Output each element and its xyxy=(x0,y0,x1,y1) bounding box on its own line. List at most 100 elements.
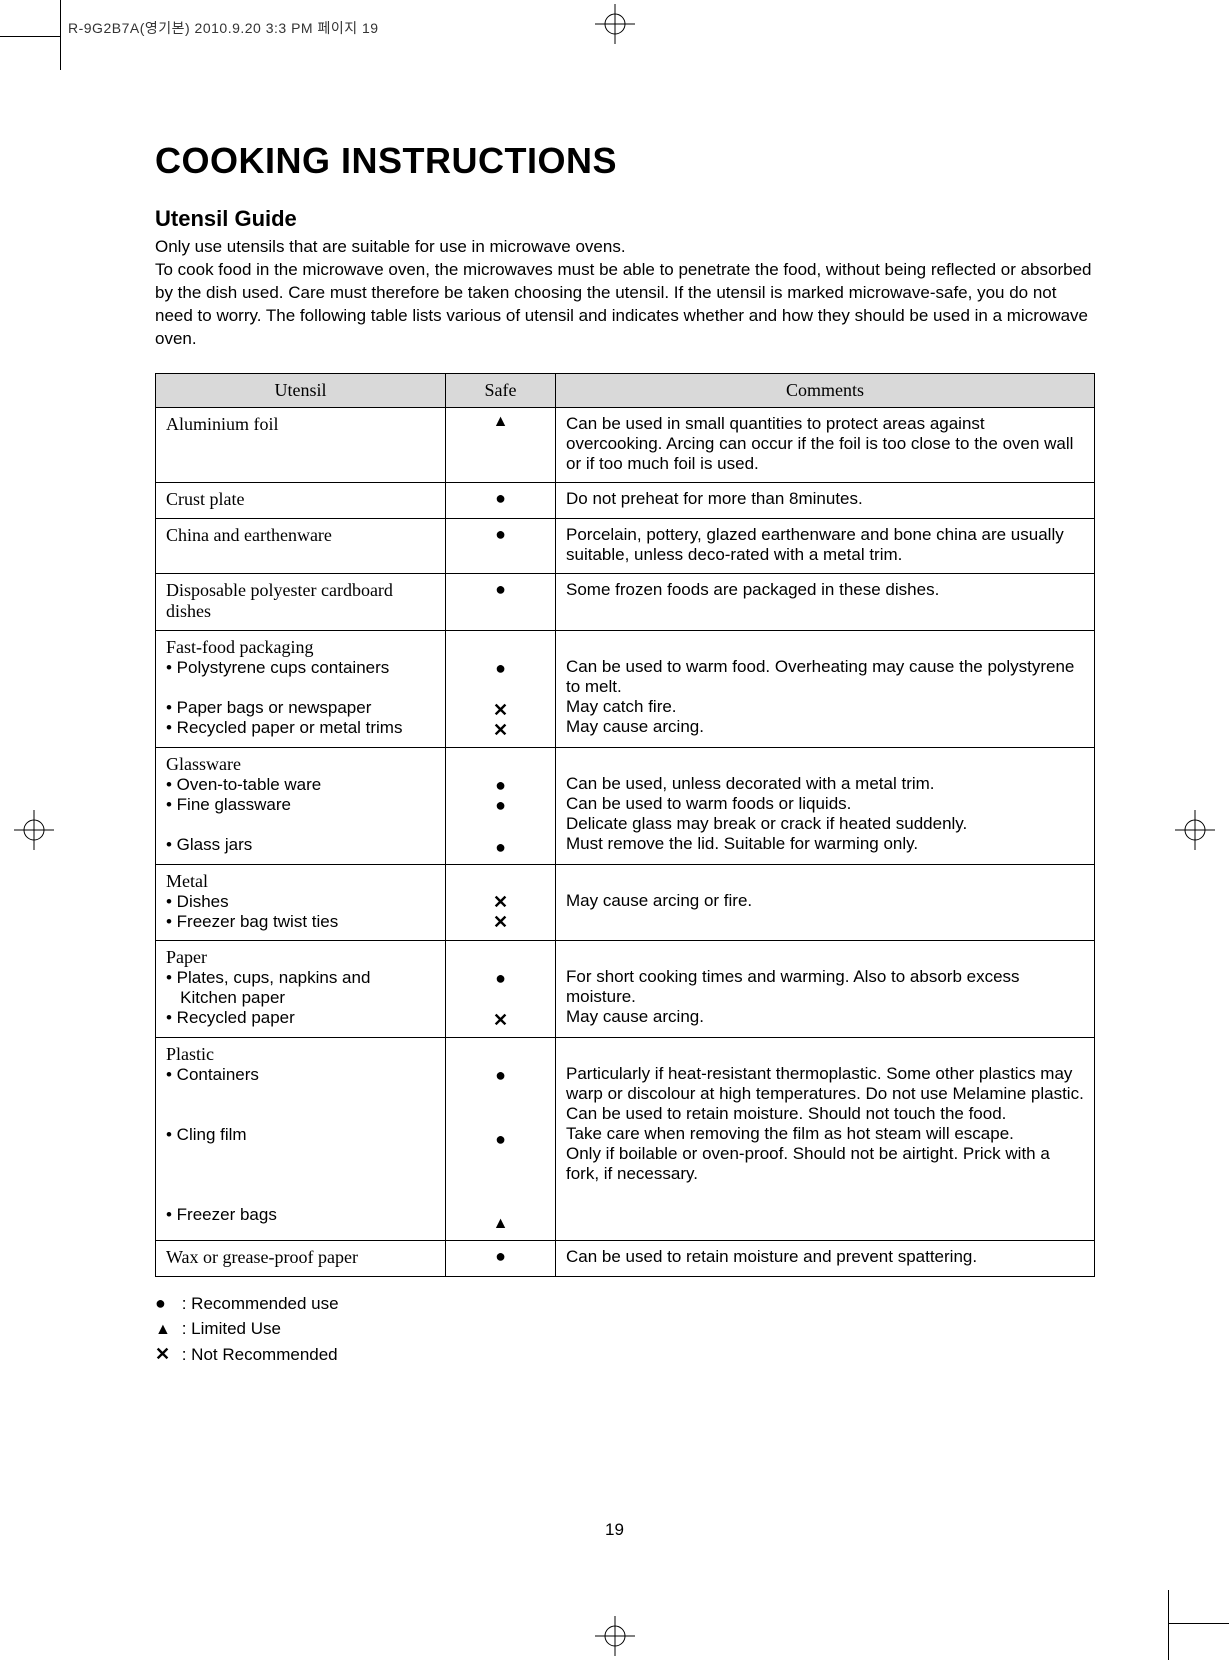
comment-line: For short cooking times and warming. Als… xyxy=(566,967,1084,1007)
comment-line: Take care when removing the film as hot … xyxy=(566,1124,1084,1144)
comment-line: May cause arcing. xyxy=(566,1007,1084,1027)
utensil-sub xyxy=(166,815,435,835)
page-number: 19 xyxy=(605,1520,624,1540)
circle-icon: ● xyxy=(495,1130,506,1148)
circle-icon: ● xyxy=(495,525,506,543)
utensil-sub: • Recycled paper xyxy=(166,1008,435,1028)
table-row: Paper• Plates, cups, napkins and Kitchen… xyxy=(156,940,1095,1037)
col-header-utensil: Utensil xyxy=(156,373,446,407)
utensil-head: Paper xyxy=(166,947,435,968)
safe-symbols: ▲ xyxy=(456,414,545,430)
utensil-sub: • Glass jars xyxy=(166,835,435,855)
comments: Porcelain, pottery, glazed earthenware a… xyxy=(566,525,1084,565)
registration-mark-icon xyxy=(1175,810,1215,850)
comments: May cause arcing or fire. xyxy=(566,871,1084,931)
table-row: Disposable polyester cardboard dishes●So… xyxy=(156,573,1095,630)
utensil-head: Aluminium foil xyxy=(166,414,435,435)
comment-line: Can be used to warm food. Overheating ma… xyxy=(566,657,1084,697)
registration-mark-icon xyxy=(595,1616,635,1656)
circle-icon: ● xyxy=(495,838,506,856)
triangle-icon: ▲ xyxy=(493,1216,509,1232)
utensil-sub: • Freezer bag twist ties xyxy=(166,912,435,932)
registration-mark-icon xyxy=(595,4,635,44)
utensil-sub xyxy=(166,1145,435,1165)
table-row: Crust plate●Do not preheat for more than… xyxy=(156,482,1095,518)
page-title: COOKING INSTRUCTIONS xyxy=(155,140,1095,182)
intro-paragraph: Only use utensils that are suitable for … xyxy=(155,236,1095,351)
utensil-sub: • Oven-to-table ware xyxy=(166,775,435,795)
comment-line: Can be used to warm foods or liquids. xyxy=(566,794,1084,814)
comments: Can be used in small quantities to prote… xyxy=(566,414,1084,474)
comment-line xyxy=(566,1044,1084,1064)
utensil-head: Disposable polyester cardboard dishes xyxy=(166,580,435,622)
utensil-head: Wax or grease-proof paper xyxy=(166,1247,435,1268)
comments: For short cooking times and warming. Als… xyxy=(566,947,1084,1027)
table-row: China and earthenware●Porcelain, pottery… xyxy=(156,518,1095,573)
comment-line: Porcelain, pottery, glazed earthenware a… xyxy=(566,525,1084,565)
comment-line xyxy=(566,754,1084,774)
utensil-sub: • Paper bags or newspaper xyxy=(166,698,435,718)
table-row: Wax or grease-proof paper ● Can be used to… xyxy=(156,1240,1095,1276)
triangle-icon: ▲ xyxy=(493,414,509,430)
utensil-head: Fast-food packaging xyxy=(166,637,435,658)
legend: ● : Recommended use ▲ : Limited Use ✕ : … xyxy=(155,1291,1095,1368)
x-icon: ✕ xyxy=(493,1011,508,1029)
table-header-row: Utensil Safe Comments xyxy=(156,373,1095,407)
comment-line: Some frozen foods are packaged in these … xyxy=(566,580,1084,600)
utensil-head: Plastic xyxy=(166,1044,435,1065)
comments: Can be used to retain moisture and preve… xyxy=(566,1247,1084,1267)
safe-symbols: ●● ● xyxy=(456,754,545,856)
circle-icon: ● xyxy=(155,1294,177,1312)
comment-line: May cause arcing. xyxy=(566,717,1084,737)
legend-recommended: ● : Recommended use xyxy=(155,1291,1095,1317)
comment-line xyxy=(566,911,1084,931)
crop-mark xyxy=(0,36,60,37)
utensil-sub xyxy=(166,1165,435,1185)
circle-icon: ● xyxy=(495,776,506,794)
comment-line xyxy=(566,637,1084,657)
comments: Can be used, unless decorated with a met… xyxy=(566,754,1084,854)
x-icon: ✕ xyxy=(493,913,508,931)
x-icon: ✕ xyxy=(493,701,508,719)
comment-line xyxy=(566,871,1084,891)
utensil-sub: • Polystyrene cups containers xyxy=(166,658,435,678)
utensil-head: Metal xyxy=(166,871,435,892)
intro-line: To cook food in the microwave oven, the … xyxy=(155,260,1092,348)
comment-line xyxy=(566,947,1084,967)
comment-line: Delicate glass may break or crack if hea… xyxy=(566,814,1084,834)
col-header-safe: Safe xyxy=(446,373,556,407)
utensil-sub xyxy=(166,678,435,698)
safe-symbols: ● xyxy=(456,1247,545,1265)
comment-line: Particularly if heat-resistant thermopla… xyxy=(566,1064,1084,1104)
utensil-sub: • Dishes xyxy=(166,892,435,912)
table-row: Plastic• Containers • Cling film • Freez… xyxy=(156,1037,1095,1240)
table-row: Fast-food packaging• Polystyrene cups co… xyxy=(156,630,1095,747)
section-title: Utensil Guide xyxy=(155,206,1095,232)
utensil-sub: • Cling film xyxy=(166,1125,435,1145)
x-icon: ✕ xyxy=(155,1345,177,1363)
crop-mark xyxy=(60,0,61,70)
utensil-sub xyxy=(166,1085,435,1105)
table-row: Metal• Dishes• Freezer bag twist ties ✕ ✕… xyxy=(156,864,1095,940)
utensil-table: Utensil Safe Comments Aluminium foil ▲ Can… xyxy=(155,373,1095,1277)
utensil-sub: Kitchen paper xyxy=(166,988,435,1008)
circle-icon: ● xyxy=(495,659,506,677)
crop-mark xyxy=(1168,1590,1169,1660)
circle-icon: ● xyxy=(495,969,506,987)
utensil-sub xyxy=(166,1105,435,1125)
circle-icon: ● xyxy=(495,1247,506,1265)
utensil-sub: • Plates, cups, napkins and xyxy=(166,968,435,988)
page: R-9G2B7A(영기본) 2010.9.20 3:3 PM 페이지 19 CO… xyxy=(0,0,1229,1660)
print-header: R-9G2B7A(영기본) 2010.9.20 3:3 PM 페이지 19 xyxy=(68,18,379,38)
comments: Particularly if heat-resistant thermopla… xyxy=(566,1044,1084,1184)
x-icon: ✕ xyxy=(493,893,508,911)
safe-symbols: ● ✕ ✕ xyxy=(456,637,545,739)
col-header-comments: Comments xyxy=(556,373,1095,407)
circle-icon: ● xyxy=(495,1066,506,1084)
comment-line: Must remove the lid. Suitable for warmin… xyxy=(566,834,1084,854)
safe-symbols: ● xyxy=(456,525,545,543)
intro-line: Only use utensils that are suitable for … xyxy=(155,237,626,256)
x-icon: ✕ xyxy=(493,721,508,739)
legend-limited: ▲ : Limited Use xyxy=(155,1316,1095,1342)
crop-mark xyxy=(1169,1623,1229,1624)
